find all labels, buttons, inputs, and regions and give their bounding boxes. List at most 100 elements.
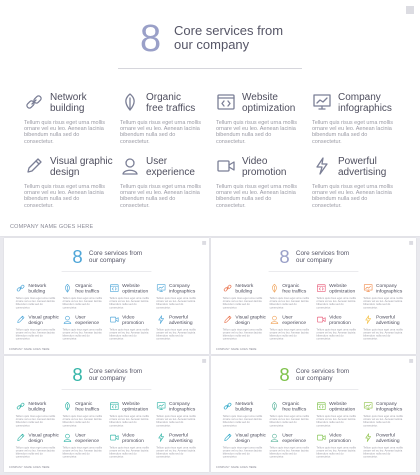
service-description-line: Tellum quis risus eget urna mollis bbox=[15, 446, 56, 450]
service-description-line: bibendum nulla sed do bbox=[15, 334, 43, 338]
service-description-line: ornare vel eu leo. Aenean lacinia bbox=[24, 190, 104, 197]
service-label-line: Network bbox=[235, 401, 254, 407]
service-description-line: Tellum quis risus eget urna mollis bbox=[363, 328, 403, 332]
service-description-line: Tellum quis risus eget urna mollis bbox=[120, 120, 202, 126]
board-icon bbox=[363, 401, 373, 411]
service-label-line: Network bbox=[28, 283, 47, 289]
service-description-line: bibendum nulla sed do bbox=[62, 421, 90, 425]
service-description-line: ornare vel eu leo. Aenean lacinia bbox=[316, 300, 356, 303]
service-label-line: Video bbox=[329, 432, 342, 439]
service-label-line: Website bbox=[122, 401, 140, 407]
service-description-line: Tellum quis risus eget urna mollis bbox=[216, 120, 298, 126]
service-description-line: consectetur. bbox=[156, 424, 171, 428]
service-label-line: Powerful bbox=[375, 432, 395, 439]
user-icon bbox=[270, 433, 280, 443]
service-label-line: Visual graphic bbox=[28, 432, 59, 439]
service-description: Tellum quis risus eget urna mollis ornare… bbox=[109, 446, 156, 458]
service-description: Tellum quis risus eget urna mollis ornare… bbox=[63, 297, 110, 309]
service-description-line: bibendum nulla sed do bbox=[109, 452, 137, 456]
service-description: Tellum quis risus eget urna mollis ornare… bbox=[270, 297, 317, 309]
service-description-line: consectetur. bbox=[269, 424, 285, 428]
leaf-icon bbox=[63, 401, 73, 411]
main-slide[interactable]: 8 Core services from our company Network bui… bbox=[0, 0, 420, 236]
service-label: Powerful advertising bbox=[338, 156, 410, 178]
slide-thumbnail-blue[interactable]: 8 Core services from our company Network bui… bbox=[4, 238, 209, 354]
service-description-line: bibendum nulla sed do bbox=[216, 196, 272, 203]
pencil-icon bbox=[24, 156, 44, 176]
user-icon bbox=[63, 315, 73, 325]
service-label-line: infographics bbox=[338, 103, 392, 114]
code-icon bbox=[316, 283, 326, 293]
service-description: Tellum quis risus eget urna mollis ornare… bbox=[363, 446, 410, 458]
camera-icon bbox=[109, 315, 119, 325]
service-description-line: bibendum nulla sed do bbox=[15, 421, 43, 425]
service-description-line: bibendum nulla sed do bbox=[120, 196, 176, 203]
service-label: Powerful advertising bbox=[376, 433, 411, 444]
service-description: Tellum quis risus eget urna mollis ornare… bbox=[223, 328, 270, 340]
service-description-line: bibendum nulla sed do bbox=[222, 303, 250, 307]
service-label: Powerful advertising bbox=[169, 315, 204, 326]
service-label-line: optimization bbox=[122, 406, 149, 413]
service-description-line: bibendum nulla sed do bbox=[363, 421, 391, 425]
service-label-line: Organic bbox=[75, 283, 93, 289]
service-label-line: experience bbox=[282, 320, 307, 326]
service-label: Website optimization bbox=[329, 283, 364, 294]
service-label: Powerful advertising bbox=[376, 315, 411, 326]
slide-title-line: our company bbox=[174, 37, 250, 52]
service-description-line: Tellum quis risus eget urna mollis bbox=[24, 184, 106, 190]
service-description: Tellum quis risus eget urna mollis ornare… bbox=[270, 328, 317, 340]
slide-title-line: Core services from bbox=[88, 249, 143, 257]
slide-thumbnail-teal[interactable]: 8 Core services from our company Network bui… bbox=[4, 356, 209, 472]
service-label-line: design bbox=[28, 438, 43, 444]
service-description-line: Tellum quis risus eget urna mollis bbox=[156, 414, 196, 418]
service-description-line: ornare vel eu leo. Aenean lacinia bbox=[24, 126, 104, 133]
service-description: Tellum quis risus eget urna mollis ornare… bbox=[216, 184, 312, 209]
service-label: Powerful advertising bbox=[169, 433, 204, 444]
service-description-line: Tellum quis risus eget urna mollis bbox=[363, 296, 403, 300]
service-description-line: bibendum nulla sed do bbox=[109, 421, 137, 425]
user-icon bbox=[63, 433, 73, 443]
camera-icon bbox=[316, 315, 326, 325]
service-description-line: consectetur. bbox=[109, 306, 124, 310]
service-description-line: ornare vel eu leo. Aenean lacinia bbox=[15, 449, 55, 453]
service-description-line: bibendum nulla sed do bbox=[62, 334, 90, 338]
service-description-line: consectetur. bbox=[316, 306, 331, 310]
company-footer: COMPANY NAME GOES HERE bbox=[8, 466, 50, 470]
slide-thumbnail-multi[interactable]: 8 Core services from our company Network bui… bbox=[211, 238, 416, 354]
lightning-icon bbox=[363, 433, 373, 443]
service-label-line: promotion bbox=[242, 167, 287, 178]
service-label-line: optimization bbox=[242, 103, 296, 114]
service-description: Tellum quis risus eget urna mollis ornare… bbox=[109, 415, 156, 427]
lightning-icon bbox=[312, 156, 332, 176]
service-label-line: infographics bbox=[168, 406, 196, 413]
slide-number: 8 bbox=[279, 364, 290, 386]
slide-thumbnail-green[interactable]: 8 Core services from our company Network bui… bbox=[211, 356, 416, 472]
service-label: Website optimization bbox=[122, 401, 157, 412]
code-icon bbox=[109, 283, 119, 293]
service-label-line: Network bbox=[235, 283, 254, 289]
service-label-line: Video bbox=[122, 432, 135, 439]
service-description-line: consectetur. bbox=[24, 202, 54, 209]
service-description-line: Tellum quis risus eget urna mollis bbox=[24, 120, 106, 126]
service-description-line: consectetur. bbox=[269, 306, 285, 310]
service-label-line: design bbox=[235, 438, 250, 444]
user-icon bbox=[120, 156, 140, 176]
service-label-line: infographics bbox=[168, 288, 196, 295]
service-description-line: consectetur. bbox=[216, 202, 246, 209]
company-footer: COMPANY NAME GOES HERE bbox=[8, 348, 50, 352]
service-description-line: bibendum nulla sed do bbox=[269, 421, 297, 425]
service-description-line: bibendum nulla sed do bbox=[120, 132, 176, 139]
service-description: Tellum quis risus eget urna mollis ornare… bbox=[16, 415, 63, 427]
service-description-line: ornare vel eu leo. Aenean lacinia bbox=[109, 331, 149, 335]
service-description-line: ornare vel eu leo. Aenean lacinia bbox=[312, 190, 392, 197]
service-description-line: consectetur. bbox=[363, 306, 378, 310]
service-label-line: optimization bbox=[122, 288, 149, 295]
service-label-line: advertising bbox=[338, 167, 387, 178]
service-description-line: consectetur. bbox=[222, 306, 238, 310]
service-description-line: consectetur. bbox=[120, 202, 150, 209]
slide-title: Core services from our company bbox=[296, 250, 359, 264]
slide-corner-marker bbox=[409, 240, 414, 245]
service-description-line: bibendum nulla sed do bbox=[24, 196, 80, 203]
service-description-line: bibendum nulla sed do bbox=[156, 303, 184, 307]
service-label-line: User bbox=[146, 156, 168, 167]
